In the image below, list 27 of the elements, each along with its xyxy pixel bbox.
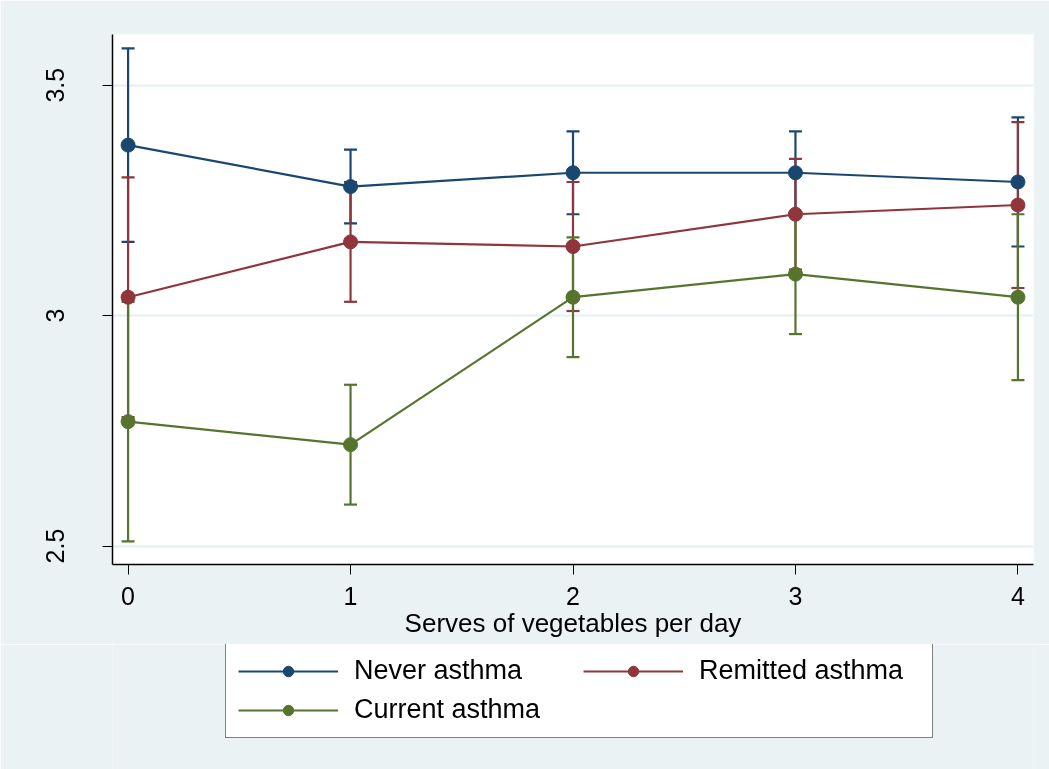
y-tick-label: 2.5: [41, 528, 70, 564]
point: [787, 165, 803, 181]
point: [120, 289, 136, 305]
point: [787, 206, 803, 222]
point: [1010, 197, 1026, 213]
point: [343, 234, 359, 250]
point: [120, 414, 136, 430]
point: [565, 239, 581, 254]
y-tick-label: 3.5: [41, 67, 70, 103]
point: [565, 289, 581, 305]
point: [1010, 174, 1026, 190]
x-tick-label: 2: [566, 581, 580, 610]
point: [343, 179, 359, 195]
x-axis-title: Serves of vegetables per day: [404, 607, 742, 638]
x-tick-label: 4: [1010, 581, 1025, 610]
legend-label: Current asthma: [354, 694, 542, 725]
point: [565, 165, 581, 181]
point: [120, 137, 136, 153]
x-tick-label: 1: [343, 581, 358, 610]
y-tick-label: 3: [41, 308, 70, 323]
legend-label: Never asthma: [354, 655, 524, 686]
x-tick-label: 3: [788, 581, 803, 610]
x-tick-label: 0: [121, 581, 136, 610]
point: [1010, 289, 1026, 305]
point: [343, 437, 359, 453]
legend-label: Remitted asthma: [699, 655, 905, 686]
point: [787, 266, 803, 282]
